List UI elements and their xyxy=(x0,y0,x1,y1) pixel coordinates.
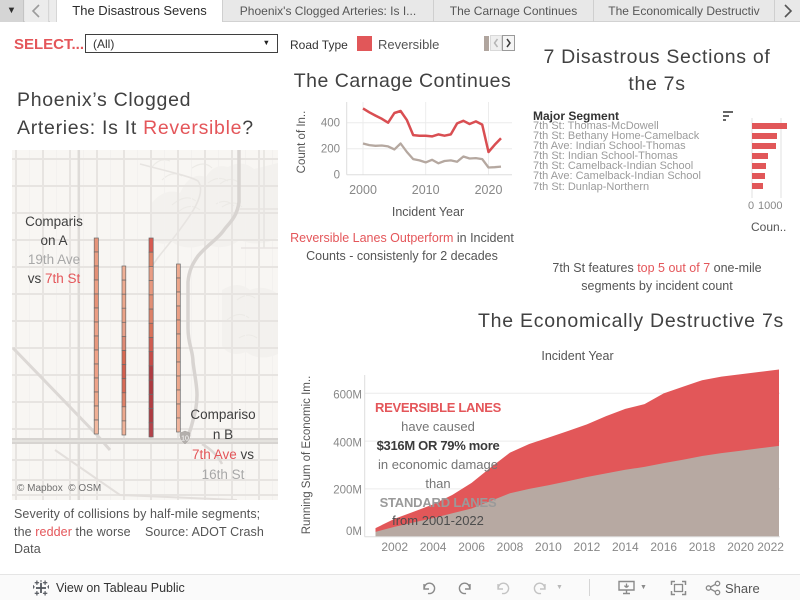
svg-text:2006: 2006 xyxy=(458,540,485,554)
svg-text:2008: 2008 xyxy=(497,540,524,554)
svg-text:Count of In..: Count of In.. xyxy=(296,111,308,174)
svg-text:2016: 2016 xyxy=(650,540,677,554)
svg-text:400: 400 xyxy=(321,118,340,130)
svg-text:2002: 2002 xyxy=(381,540,408,554)
svg-text:10: 10 xyxy=(181,436,189,443)
svg-text:2020: 2020 xyxy=(475,183,503,197)
svg-text:200M: 200M xyxy=(333,485,362,497)
svg-text:2004: 2004 xyxy=(420,540,447,554)
svg-text:0M: 0M xyxy=(346,526,362,538)
svg-text:200: 200 xyxy=(321,144,340,156)
svg-text:2010: 2010 xyxy=(412,183,440,197)
svg-text:2010: 2010 xyxy=(535,540,562,554)
svg-text:2022: 2022 xyxy=(757,540,784,554)
svg-text:2000: 2000 xyxy=(349,183,377,197)
svg-text:2012: 2012 xyxy=(574,540,601,554)
svg-text:400M: 400M xyxy=(333,438,362,450)
svg-text:Incident Year: Incident Year xyxy=(392,205,464,219)
svg-text:2014: 2014 xyxy=(612,540,639,554)
svg-text:Running Sum of Economic Im..: Running Sum of Economic Im.. xyxy=(301,376,313,535)
svg-text:600M: 600M xyxy=(333,390,362,402)
svg-text:2018: 2018 xyxy=(689,540,716,554)
svg-text:0: 0 xyxy=(334,170,340,182)
svg-text:2020: 2020 xyxy=(727,540,754,554)
